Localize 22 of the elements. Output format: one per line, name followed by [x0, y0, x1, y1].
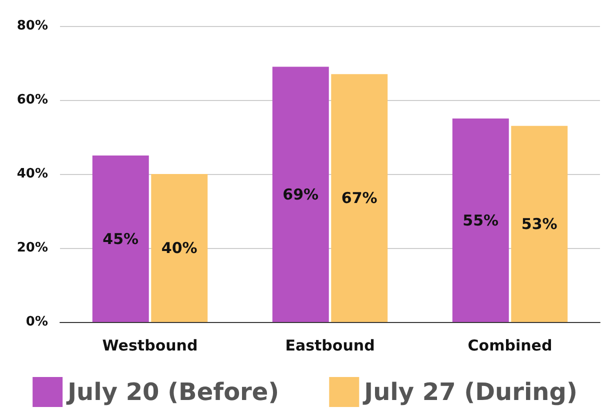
- legend-label: July 20 (Before): [66, 378, 280, 406]
- x-tick-label: Westbound: [102, 336, 198, 354]
- y-tick-label: 80%: [16, 18, 48, 34]
- bar: [92, 156, 149, 322]
- x-tick-label: Combined: [468, 336, 552, 354]
- data-label: 55%: [462, 211, 499, 230]
- data-label: 45%: [102, 230, 139, 248]
- bar: [151, 174, 208, 322]
- bar: [511, 126, 568, 322]
- y-tick-label: 40%: [16, 166, 48, 182]
- legend-label: July 27 (During): [362, 378, 578, 406]
- bar: [272, 66, 329, 322]
- y-tick-label: 0%: [26, 314, 48, 330]
- data-label: 69%: [282, 185, 319, 204]
- data-label: 53%: [521, 214, 558, 233]
- data-label: 40%: [161, 239, 198, 257]
- y-tick-label: 20%: [16, 240, 48, 256]
- data-label: 67%: [341, 189, 378, 208]
- bar: [331, 74, 388, 322]
- x-tick-label: Eastbound: [285, 336, 375, 354]
- y-tick-label: 60%: [16, 92, 48, 108]
- bar: [452, 118, 509, 322]
